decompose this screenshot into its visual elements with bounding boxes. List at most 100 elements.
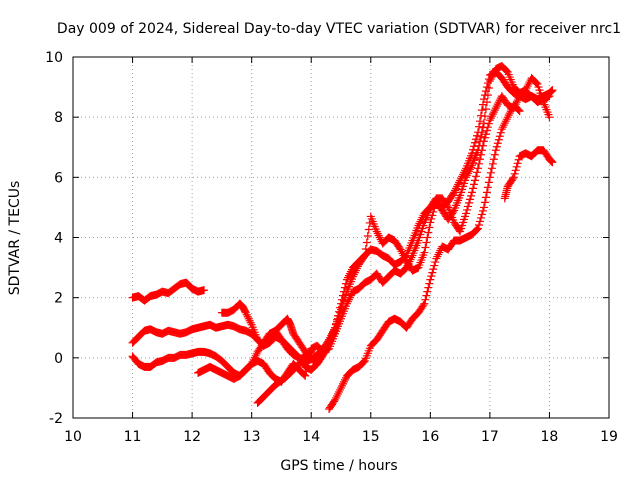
data-point-marker: [451, 186, 460, 195]
data-point-marker: [307, 347, 316, 356]
data-point-marker: [421, 295, 430, 304]
data-point-marker: [496, 128, 505, 137]
data-point-marker: [358, 358, 367, 367]
data-point-marker: [492, 142, 501, 151]
data-point-marker: [338, 379, 347, 388]
data-point-marker: [329, 330, 338, 339]
data-point-marker: [432, 254, 441, 263]
data-point-marker: [399, 251, 408, 260]
data-point-marker: [515, 107, 524, 116]
data-point-marker: [467, 163, 476, 172]
data-point-marker: [328, 332, 337, 341]
data-point-marker: [509, 173, 518, 182]
data-point-marker: [474, 122, 483, 131]
axis-ticks: 10 11 12 13 14 15 16 17 18 19 -2 0 2 4 6 8 10: [45, 50, 618, 445]
data-point-marker: [464, 169, 473, 178]
data-point-marker: [375, 233, 384, 242]
data-point-marker: [511, 166, 520, 175]
data-point-marker: [337, 383, 345, 392]
data-point-marker: [340, 283, 349, 292]
data-point-marker: [322, 344, 331, 353]
data-point-marker: [514, 155, 523, 164]
data-point-marker: [486, 114, 495, 123]
data-point-marker: [478, 141, 487, 150]
data-point-marker: [323, 342, 332, 351]
data-point-marker: [498, 123, 507, 132]
data-point-marker: [420, 248, 429, 257]
data-point-marker: [341, 279, 350, 288]
data-point-marker: [482, 98, 491, 107]
data-point-marker: [500, 119, 509, 128]
data-point-marker: [324, 340, 333, 349]
data-point-marker: [364, 225, 373, 234]
data-point-marker: [531, 78, 540, 87]
data-point-marker: [243, 312, 252, 321]
x-axis-label: GPS time / hours: [280, 458, 397, 474]
data-point-marker: [406, 255, 415, 264]
data-point-marker: [395, 244, 404, 253]
data-point-marker: [465, 167, 474, 176]
x-tick-label: 11: [124, 429, 142, 445]
data-point-marker: [499, 121, 508, 130]
data-point-marker: [337, 295, 346, 304]
data-point-marker: [336, 303, 345, 312]
data-point-marker: [513, 96, 522, 105]
data-point-marker: [344, 295, 353, 304]
data-point-marker: [330, 328, 339, 337]
data-point-marker: [488, 110, 497, 119]
series-track-5: [217, 299, 340, 368]
data-point-marker: [400, 265, 409, 274]
data-point-marker: [339, 287, 348, 296]
data-point-marker: [398, 249, 407, 258]
data-point-marker: [464, 202, 473, 211]
data-point-marker: [487, 112, 496, 121]
data-point-marker: [336, 385, 345, 394]
data-point-marker: [320, 348, 329, 357]
data-point-marker: [523, 82, 532, 91]
data-point-marker: [505, 109, 514, 118]
data-point-marker: [200, 286, 209, 295]
series-track-7: [325, 101, 524, 413]
data-point-marker: [372, 227, 381, 236]
series-track-8: [500, 146, 557, 203]
data-point-marker: [434, 250, 443, 259]
data-point-marker: [491, 146, 500, 155]
data-point-marker: [424, 228, 433, 237]
data-point-marker: [334, 389, 343, 398]
data-point-marker: [330, 397, 339, 406]
data-point-marker: [300, 370, 309, 379]
data-point-marker: [452, 184, 461, 193]
data-point-marker: [343, 297, 352, 306]
data-point-marker: [403, 261, 412, 270]
data-point-marker: [472, 225, 481, 234]
y-tick-label: 2: [54, 291, 63, 307]
y-tick-label: 8: [54, 110, 63, 126]
x-tick-label: 16: [421, 429, 439, 445]
data-point-marker: [463, 205, 472, 214]
data-point-marker: [471, 226, 480, 235]
data-point-marker: [501, 117, 510, 126]
data-point-marker: [504, 111, 513, 120]
data-point-marker: [514, 106, 523, 115]
data-point-marker: [373, 229, 382, 238]
data-point-marker: [487, 73, 496, 82]
data-point-marker: [428, 268, 437, 277]
data-point-marker: [512, 162, 521, 171]
data-point-marker: [489, 69, 498, 78]
data-point-marker: [472, 168, 481, 177]
data-point-marker: [513, 159, 522, 168]
data-point-marker: [513, 105, 522, 114]
data-point-marker: [361, 245, 370, 254]
data-point-marker: [331, 326, 340, 335]
data-point-marker: [470, 180, 479, 189]
data-point-marker: [480, 198, 489, 207]
data-point-marker: [485, 173, 494, 182]
data-point-marker: [484, 119, 493, 128]
data-point-marker: [471, 176, 479, 185]
data-point-marker: [415, 219, 424, 228]
data-point-marker: [510, 169, 519, 178]
data-point-marker: [483, 183, 492, 192]
data-point-marker: [494, 98, 503, 107]
